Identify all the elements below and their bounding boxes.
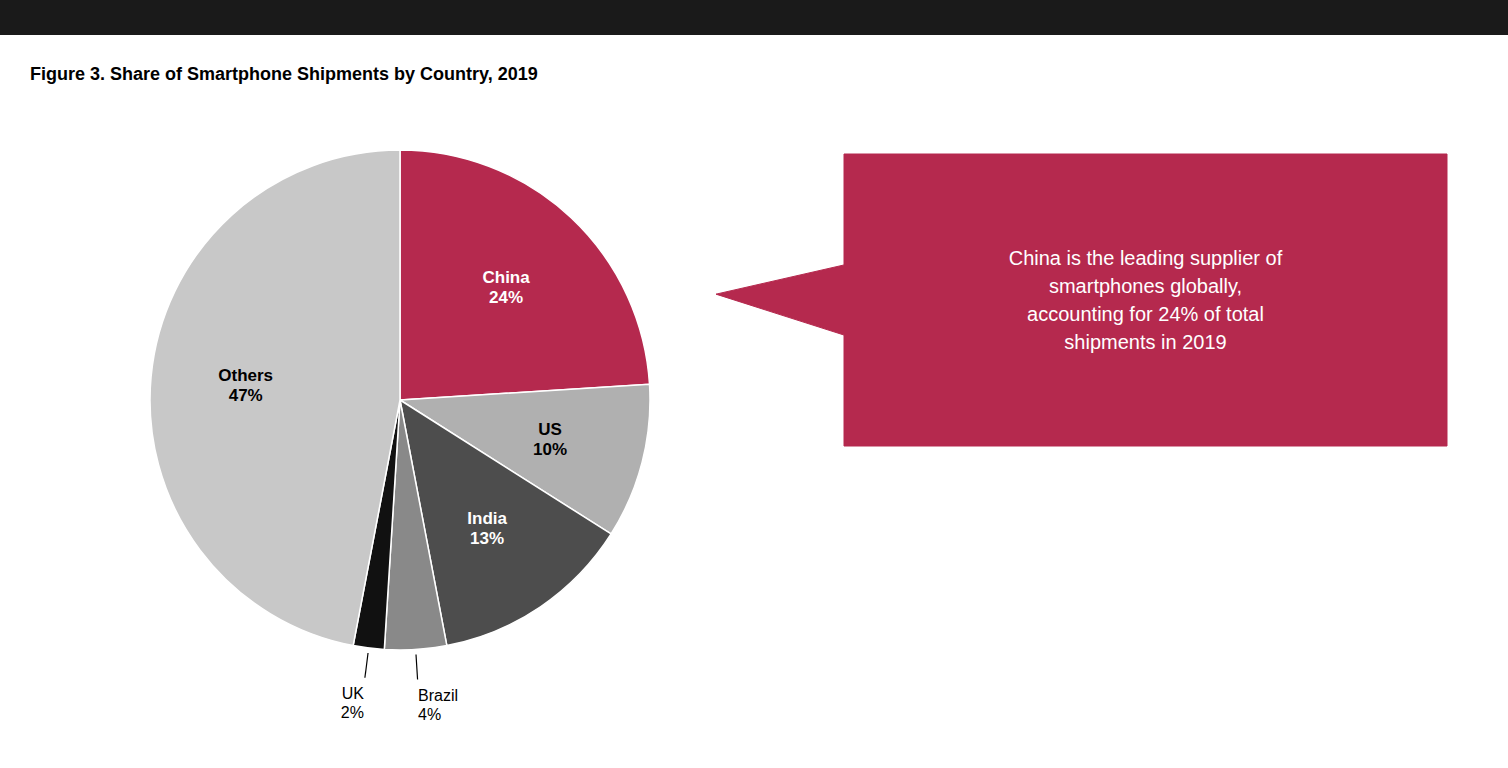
slice-label: US <box>538 420 562 439</box>
slice-label: UK <box>342 685 365 702</box>
annotation-box <box>716 154 1447 446</box>
slice-label: China <box>482 268 530 287</box>
annotation-line: shipments in 2019 <box>1064 331 1226 353</box>
slice-value: 13% <box>470 529 504 548</box>
slice-value: 4% <box>418 706 441 723</box>
slices <box>150 150 650 650</box>
annotation-line: accounting for 24% of total <box>1027 303 1264 325</box>
slice-label: Brazil <box>418 687 458 704</box>
annotation: China is the leading supplier of smartpho… <box>1009 247 1283 353</box>
leader-line <box>365 653 368 678</box>
leader-line <box>416 654 418 679</box>
top-bar <box>0 0 1508 35</box>
slice-value: 24% <box>489 288 523 307</box>
slice-value: 10% <box>533 440 567 459</box>
chart: Figure 3. Share of Smartphone Shipments … <box>0 0 1508 768</box>
annotation-line: China is the leading supplier of <box>1009 247 1283 269</box>
data-labels: China24% US10% India13% Brazil 4% UK 2% Others4… <box>218 268 567 723</box>
title: Figure 3. Share of Smartphone Shipments … <box>30 64 538 84</box>
slice-value: 2% <box>341 704 364 721</box>
slice <box>400 150 650 400</box>
slice-label: Others <box>218 366 273 385</box>
slice-label: India <box>467 509 507 528</box>
annotation-line: smartphones globally, <box>1049 275 1242 297</box>
slice-value: 47% <box>229 386 263 405</box>
slice <box>150 150 400 646</box>
